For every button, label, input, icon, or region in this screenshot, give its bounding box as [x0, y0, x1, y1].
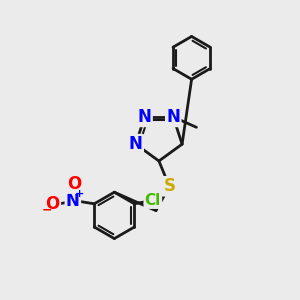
Text: Cl: Cl	[145, 193, 161, 208]
Text: O: O	[46, 195, 60, 213]
Text: N: N	[138, 108, 152, 126]
Text: O: O	[67, 175, 82, 193]
Text: S: S	[163, 177, 175, 195]
Text: N: N	[129, 135, 143, 153]
Text: −: −	[41, 203, 52, 216]
Text: N: N	[166, 108, 180, 126]
Text: +: +	[75, 189, 85, 199]
Text: N: N	[66, 192, 80, 210]
